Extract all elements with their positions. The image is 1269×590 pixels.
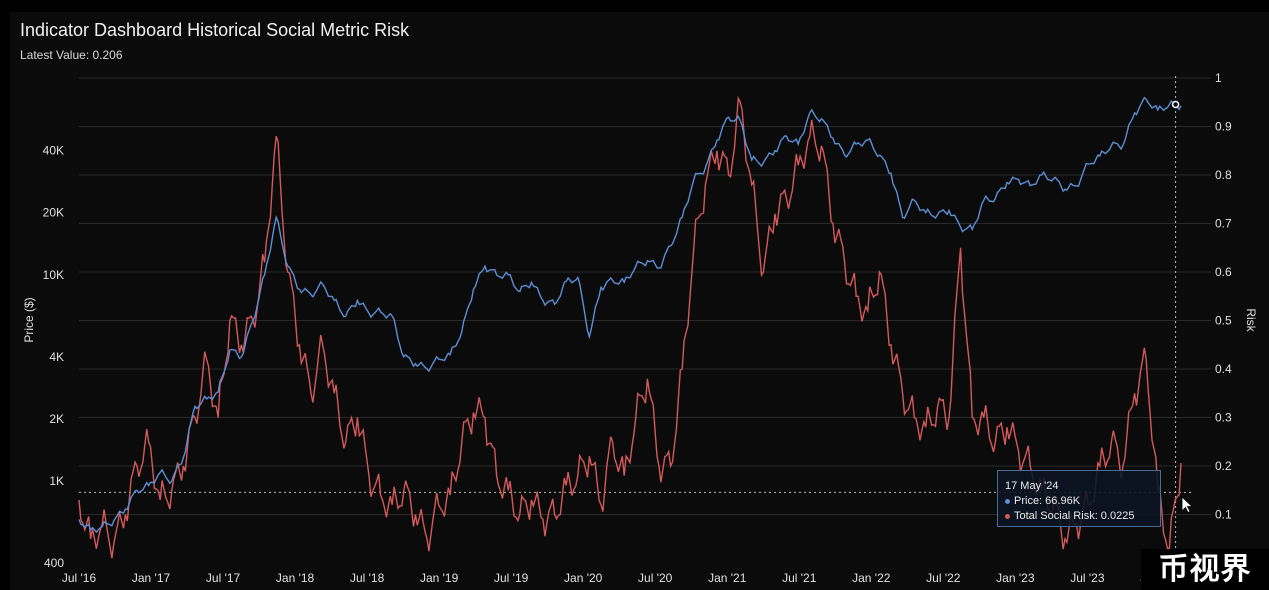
right-tick-label: 0.9 [1215,120,1232,134]
left-tick-label: 40K [43,144,64,158]
risk-series-dot [1005,513,1010,519]
hover-point-marker [1171,100,1180,109]
series-line-total-social-risk[interactable] [78,95,1182,559]
x-tick-label: Jan '20 [564,571,603,585]
mouse-cursor-icon [1181,496,1194,514]
series-line-price[interactable] [78,96,1182,534]
tooltip-date: 17 May '24 [1005,480,1059,492]
left-tick-label: 1K [49,474,64,488]
latest-value: Latest Value: 0.206 [20,48,123,62]
right-tick-label: 0.6 [1215,265,1232,279]
right-axis-ticks: 0.1 0.2 0.3 0.4 0.5 0.6 0.7 0.8 0.9 1 [1215,71,1232,522]
left-tick-label: 4K [49,350,64,364]
right-tick-label: 0.7 [1215,217,1232,231]
watermark-logo: 币视界 [1141,549,1269,590]
price-series-dot [1005,498,1010,504]
left-axis-title: Price ($) [22,297,36,342]
x-tick-label: Jul '17 [206,571,241,585]
right-axis-title: Risk [1244,308,1258,332]
right-tick-label: 0.4 [1215,362,1232,376]
left-axis-ticks: 400 1K 2K 4K 10K 20K 40K [43,144,65,570]
x-tick-label: Jan '17 [132,571,171,585]
x-axis-ticks: Jul '16 Jan '17 Jul '17 Jan '18 Jul '18 Jan '… [62,571,1179,585]
page-title: Indicator Dashboard Historical Social Me… [20,20,410,40]
right-tick-label: 0.1 [1215,508,1232,522]
x-tick-label: Jul '21 [782,571,817,585]
tooltip-price-row: Price: 66.96K [1005,494,1160,509]
right-tick-label: 0.5 [1215,314,1232,328]
x-tick-label: Jul '22 [926,571,961,585]
x-tick-label: Jan '22 [852,571,891,585]
left-tick-label: 2K [49,412,64,426]
x-tick-label: Jul '23 [1070,571,1105,585]
tooltip-risk-row: Total Social Risk: 0.0225 [1005,509,1160,524]
x-tick-label: Jul '16 [62,571,97,585]
left-tick-label: 20K [43,206,64,220]
left-tick-label: 10K [43,268,64,282]
right-tick-label: 0.3 [1215,411,1232,425]
hover-tooltip: 17 May '24 Price: 66.96K Total Social Ri… [997,470,1161,527]
x-tick-label: Jan '18 [276,571,315,585]
gridlines [79,77,1211,515]
tooltip-risk: Total Social Risk: 0.0225 [1014,510,1135,522]
right-tick-label: 0.8 [1215,168,1232,182]
x-tick-label: Jan '19 [420,571,459,585]
x-tick-label: Jul '18 [350,571,385,585]
tooltip-price: Price: 66.96K [1014,495,1081,507]
x-tick-label: Jul '19 [494,571,529,585]
right-tick-label: 0.2 [1215,459,1232,473]
x-tick-label: Jan '21 [708,571,747,585]
x-tick-label: Jul '20 [638,571,673,585]
left-tick-label: 400 [44,556,64,570]
right-tick-label: 1 [1215,71,1222,85]
x-tick-label: Jan '23 [996,571,1035,585]
